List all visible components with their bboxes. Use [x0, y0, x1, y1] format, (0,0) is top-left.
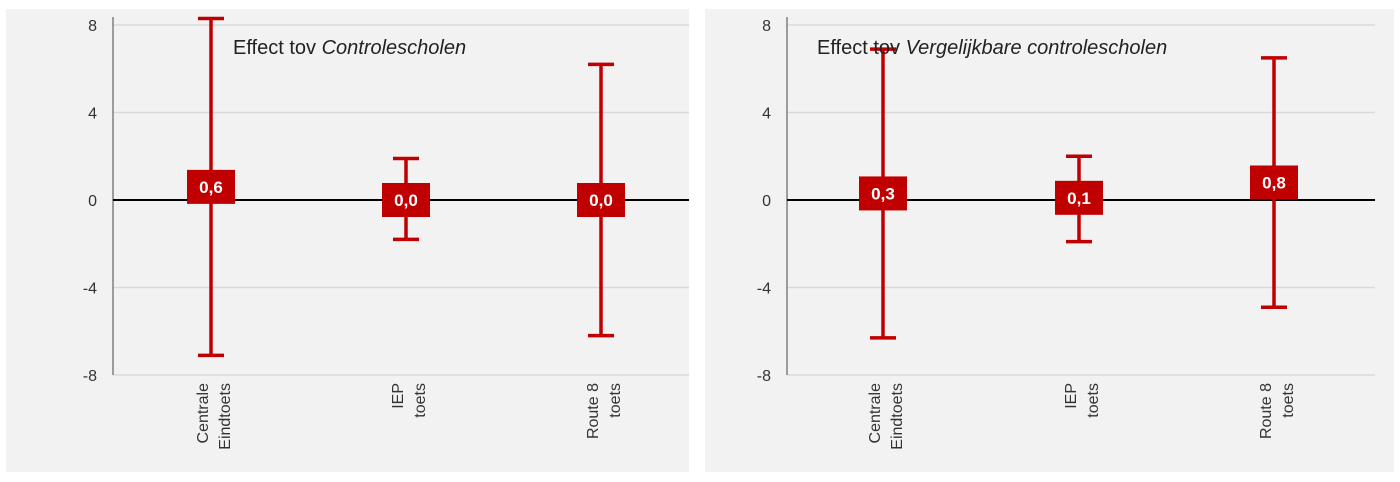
y-tick-label: 4 [762, 106, 771, 123]
x-category-label: IEP [390, 383, 407, 409]
panel-title-prefix: Effect tov [817, 37, 906, 59]
x-category-label: Eindtoets [889, 383, 906, 450]
y-tick-label: -8 [83, 368, 97, 385]
x-category-label: toets [1280, 383, 1297, 418]
estimate-marker [382, 183, 430, 217]
data-label: 0,8 [1262, 174, 1286, 193]
y-tick-label: 4 [88, 106, 97, 123]
x-category-label: IEP [1063, 383, 1080, 409]
y-tick-label: -4 [83, 281, 97, 298]
y-tick-label: -8 [757, 368, 771, 385]
panel-title-emphasis: Controlescholen [322, 37, 467, 59]
x-category-label: toets [412, 383, 429, 418]
chart-panel-1: -8 -4 0 4 8 Centrale Eindtoets IEP toets Route 8 t… [6, 9, 689, 472]
y-tick-label: 0 [762, 193, 771, 210]
x-category-label: Eindtoets [217, 383, 234, 450]
panel-background [6, 9, 689, 472]
data-label: 0,0 [589, 191, 613, 210]
y-tick-label: 8 [88, 18, 97, 35]
x-category-label: Route 8 [1258, 383, 1275, 439]
y-tick-label: -4 [757, 281, 771, 298]
panel-background [705, 9, 1394, 472]
panel-title: Effect tov Vergelijkbare controlescholen [817, 37, 1167, 59]
estimate-marker [577, 183, 625, 217]
y-tick-label: 0 [88, 193, 97, 210]
estimate-marker [187, 169, 235, 204]
x-category-label: Centrale [867, 383, 884, 444]
x-category-label: Centrale [195, 383, 212, 444]
y-tick-label: 8 [762, 18, 771, 35]
x-category-label: toets [1085, 383, 1102, 418]
estimate-marker [859, 176, 907, 211]
estimate-marker [1250, 165, 1298, 200]
x-category-label: toets [607, 383, 624, 418]
panel-title-emphasis: Vergelijkbare controlescholen [906, 37, 1168, 59]
panel-title: Effect tov Controlescholen [233, 37, 466, 59]
chart-panel-2: -8 -4 0 4 8 Centrale Eindtoets IEP toets Route 8 t… [705, 9, 1394, 472]
estimate-marker [1055, 180, 1103, 215]
panel-title-prefix: Effect tov [233, 37, 322, 59]
data-label: 0,0 [394, 191, 418, 210]
x-category-label: Route 8 [585, 383, 602, 439]
data-label: 0,6 [199, 178, 223, 197]
data-label: 0,1 [1067, 189, 1091, 208]
data-label: 0,3 [871, 184, 895, 203]
